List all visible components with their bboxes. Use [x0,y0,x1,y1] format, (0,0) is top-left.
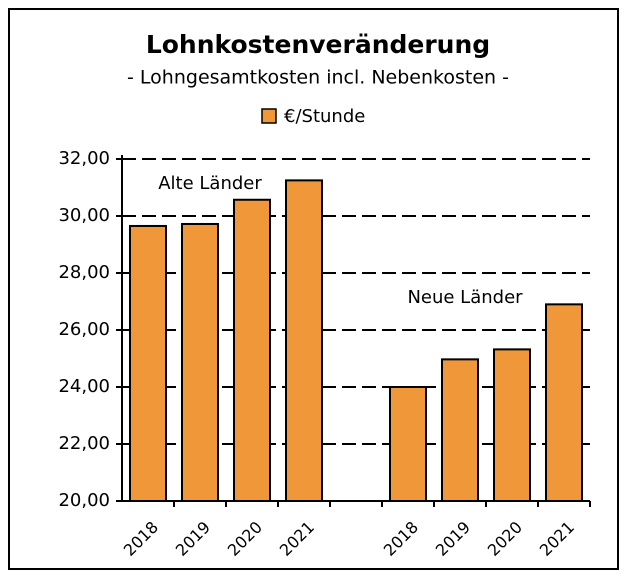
bar [129,224,167,502]
bar [181,222,219,502]
bar [545,303,583,502]
bar [441,358,479,503]
y-tick-label: 20,00 [58,490,110,511]
legend-label: €/Stunde [284,106,365,127]
bar [493,348,531,502]
bar [389,386,427,502]
annotation: Alte Länder [158,173,262,194]
annotation: Neue Länder [407,287,523,308]
y-tick-label: 24,00 [58,376,110,397]
legend-swatch [261,108,277,124]
y-tick-label: 32,00 [58,148,110,169]
chart-title: Lohnkostenveränderung [146,30,490,59]
y-tick-label: 28,00 [58,262,110,283]
bar [285,179,323,502]
chart-subtitle: - Lohngesamtkosten incl. Nebenkosten - [127,67,509,89]
y-tick-label: 26,00 [58,319,110,340]
bar [233,198,271,502]
y-tick-label: 22,00 [58,433,110,454]
y-tick-label: 30,00 [58,205,110,226]
